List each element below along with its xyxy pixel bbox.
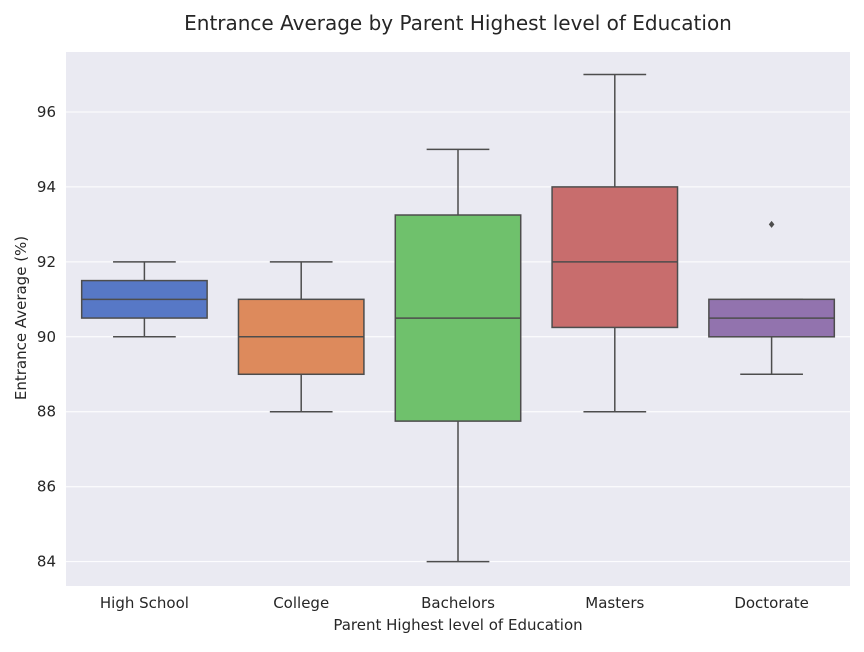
box-bachelors [394,148,522,563]
y-tick-label: 92 [37,253,56,271]
x-axis-label: Parent Highest level of Education [333,616,582,634]
box-masters [551,73,679,413]
y-axis-label: Entrance Average (%) [12,236,30,400]
y-tick-label: 86 [37,478,56,496]
x-tick-label: High School [100,594,189,612]
box-high-school [80,261,208,338]
outlier-point [768,220,775,228]
y-tick-label: 88 [37,403,56,421]
x-tick-label: Bachelors [421,594,495,612]
y-tick-label: 90 [37,328,56,346]
x-tick-label: Doctorate [734,594,809,612]
x-tick-label: College [273,594,329,612]
y-tick-label: 96 [37,103,56,121]
y-tick-label: 84 [37,553,56,571]
box-doctorate [708,220,836,376]
x-axis-ticks: High School College Bachelors Masters Doctor… [100,594,809,612]
boxes [80,73,836,563]
x-tick-label: Masters [585,594,644,612]
chart-title: Entrance Average by Parent Highest level… [184,11,732,35]
y-tick-label: 94 [37,178,56,196]
y-axis-ticks: 84 86 88 90 92 94 96 [37,103,56,571]
box-college [237,261,365,413]
box-iqr [551,186,679,329]
